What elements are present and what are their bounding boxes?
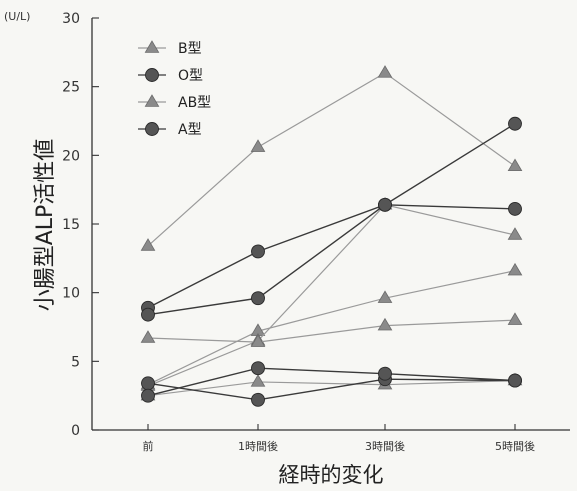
y-tick-label: 0	[71, 423, 80, 439]
legend-entry: B型	[138, 40, 202, 57]
y-tick-label: 15	[62, 217, 80, 233]
data-point	[251, 291, 265, 306]
data-point	[250, 374, 266, 387]
legend-label: B型	[178, 41, 202, 57]
series-4	[140, 312, 523, 347]
series-6	[141, 116, 522, 315]
axes: 0 5 10 15 20 25 30 前 1時間後 3時間後 5時間後	[62, 11, 570, 453]
legend-entry: O型	[138, 68, 203, 84]
legend-marker	[144, 94, 160, 107]
legend-marker	[145, 122, 159, 136]
data-point	[250, 139, 266, 152]
x-axis-label: 経時的変化	[279, 463, 384, 487]
x-tick-label: 前	[143, 439, 154, 453]
data-point	[507, 227, 523, 240]
legend-marker	[144, 40, 160, 53]
data-point	[377, 317, 393, 331]
data-point	[377, 65, 393, 78]
data-point	[507, 312, 523, 325]
y-unit-label: (U/L)	[4, 10, 30, 23]
series-line	[147, 123, 516, 309]
legend-label: AB型	[178, 95, 211, 111]
series-line	[147, 204, 516, 387]
data-point	[378, 197, 392, 212]
legend-entry: A型	[138, 122, 202, 138]
data-point	[140, 238, 156, 251]
data-point	[140, 330, 156, 343]
y-axis-label: 小腸型ALP活性値	[33, 139, 58, 312]
legend: B型 O型 AB型 A型	[138, 40, 211, 138]
data-point	[508, 116, 522, 131]
series-3	[140, 196, 523, 391]
data-point	[251, 361, 265, 376]
y-tick-label: 30	[62, 11, 80, 27]
legend-marker	[145, 68, 159, 82]
data-point	[507, 262, 523, 276]
y-tick-label: 25	[62, 80, 80, 96]
data-point	[508, 373, 522, 388]
series-line	[147, 378, 516, 401]
data-point	[508, 201, 522, 216]
x-tick-label: 3時間後	[365, 439, 405, 453]
series-1	[140, 65, 523, 251]
y-tick-label: 5	[71, 354, 80, 370]
y-tick-label: 10	[62, 286, 80, 302]
series-line	[147, 319, 516, 343]
data-point	[378, 366, 392, 381]
series-line	[147, 72, 516, 247]
series-line	[147, 379, 516, 397]
series-line	[147, 270, 516, 386]
data-point	[377, 290, 393, 303]
legend-label: O型	[178, 68, 203, 84]
data-point	[251, 392, 265, 407]
data-point	[250, 334, 266, 347]
y-tick-label: 20	[62, 148, 80, 164]
data-point	[141, 307, 155, 322]
legend-label: A型	[178, 122, 202, 138]
x-tick-label: 5時間後	[495, 439, 535, 453]
series-line	[147, 367, 516, 397]
series-line	[147, 204, 516, 316]
series-9	[141, 361, 522, 403]
legend-entry: AB型	[138, 94, 211, 111]
data-point	[141, 376, 155, 391]
series-7	[141, 197, 522, 322]
data-point	[251, 244, 265, 259]
series-layer	[140, 65, 523, 407]
x-tick-label: 1時間後	[238, 439, 278, 453]
data-point	[507, 158, 523, 172]
data-point	[141, 388, 155, 403]
